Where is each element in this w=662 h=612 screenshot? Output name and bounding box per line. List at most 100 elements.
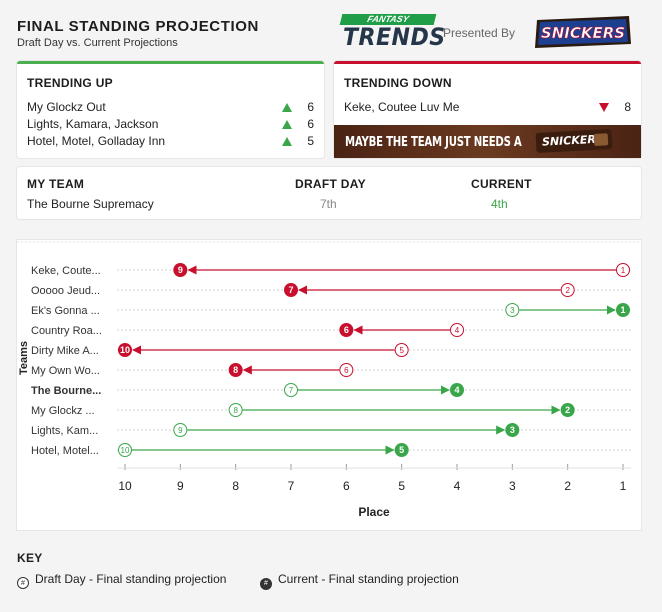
draft-point bbox=[450, 323, 464, 337]
team-label: The Bourne... bbox=[31, 385, 101, 397]
team-label: Hotel, Motel... bbox=[31, 445, 99, 457]
draft-point bbox=[616, 263, 630, 277]
page-subtitle: Draft Day vs. Current Projections bbox=[17, 37, 178, 49]
arrow-up-icon bbox=[282, 120, 292, 129]
draft-point bbox=[228, 403, 243, 417]
team-name: My Glockz Out bbox=[27, 100, 106, 114]
current-point bbox=[394, 443, 409, 457]
current-point bbox=[505, 423, 520, 437]
team-name: Lights, Kamara, Jackson bbox=[27, 117, 159, 131]
col-header-current: CURRENT bbox=[471, 177, 532, 191]
current-point-label: 8 bbox=[233, 365, 238, 375]
trend-value: 5 bbox=[307, 134, 314, 148]
draft-point bbox=[173, 423, 188, 437]
snickers-ad-banner[interactable]: MAYBE THE TEAM JUST NEEDS A SNICKERS bbox=[334, 125, 641, 158]
trend-value: 6 bbox=[307, 100, 314, 114]
draft-point bbox=[394, 343, 409, 357]
team-label: Ooooo Jeud... bbox=[31, 285, 100, 297]
current-point bbox=[450, 383, 464, 397]
key-current: # Current - Final standing projection bbox=[260, 572, 459, 590]
chocolate-icon bbox=[593, 133, 609, 146]
draft-point-label: 2 bbox=[565, 286, 570, 295]
draft-point bbox=[560, 283, 575, 297]
current-point-label: 5 bbox=[399, 445, 404, 455]
draft-point-label: 3 bbox=[510, 306, 515, 315]
my-team-draft: 7th bbox=[320, 197, 337, 211]
x-tick-label: 8 bbox=[232, 479, 239, 493]
x-tick-label: 6 bbox=[343, 479, 350, 493]
current-point-label: 2 bbox=[565, 405, 570, 415]
my-team-card: MY TEAM DRAFT DAY CURRENT The Bourne Sup… bbox=[17, 167, 641, 219]
current-point bbox=[284, 283, 298, 297]
draft-point bbox=[505, 303, 520, 317]
trend-value: 8 bbox=[624, 100, 631, 114]
list-item: Lights, Kamara, Jackson 6 bbox=[27, 117, 314, 133]
draft-point bbox=[284, 383, 298, 397]
team-label: My Glockz ... bbox=[31, 405, 95, 417]
snickers-logo-text: SNICKERS bbox=[541, 24, 625, 42]
list-item: Keke, Coutee Luv Me 8 bbox=[344, 100, 631, 116]
y-axis-label: Teams bbox=[18, 341, 30, 375]
team-label: Lights, Kam... bbox=[31, 425, 98, 437]
x-tick-label: 4 bbox=[454, 479, 461, 493]
trending-up-card: TRENDING UP My Glockz Out 6 Lights, Kama… bbox=[17, 61, 324, 158]
x-tick-label: 7 bbox=[288, 479, 295, 493]
current-point bbox=[560, 403, 575, 417]
current-point bbox=[228, 363, 243, 377]
trend-value: 6 bbox=[307, 117, 314, 131]
x-tick-label: 3 bbox=[509, 479, 516, 493]
team-label: Dirty Mike A... bbox=[31, 345, 99, 357]
x-tick-label: 2 bbox=[564, 479, 571, 493]
trending-up-title: TRENDING UP bbox=[27, 76, 113, 90]
snickers-bar-icon: SNICKERS bbox=[535, 129, 613, 153]
draft-point-label: 1 bbox=[621, 266, 626, 275]
col-header-team: MY TEAM bbox=[27, 177, 85, 191]
team-label: My Own Wo... bbox=[31, 365, 100, 377]
current-marker-icon: # bbox=[260, 578, 272, 590]
draft-point-label: 6 bbox=[344, 366, 349, 375]
presented-by-text: Presented By bbox=[443, 26, 516, 40]
draft-point-label: 4 bbox=[455, 326, 460, 335]
draft-point bbox=[339, 363, 354, 377]
draft-point-label: 10 bbox=[121, 446, 130, 455]
current-point-label: 6 bbox=[344, 325, 349, 335]
banner-text: MAYBE THE TEAM JUST NEEDS A bbox=[345, 135, 522, 150]
trending-down-title: TRENDING DOWN bbox=[344, 76, 452, 90]
x-axis-label: Place bbox=[358, 505, 390, 519]
draft-point-label: 5 bbox=[399, 346, 404, 355]
draft-point bbox=[118, 443, 132, 457]
key-draft-label: Draft Day - Final standing projection bbox=[35, 572, 227, 586]
current-point bbox=[173, 263, 188, 277]
current-point-label: 7 bbox=[288, 285, 293, 295]
team-name: Keke, Coutee Luv Me bbox=[344, 100, 460, 114]
arrow-down-icon bbox=[599, 103, 609, 112]
draft-point-label: 8 bbox=[233, 406, 238, 415]
list-item: My Glockz Out 6 bbox=[27, 100, 314, 116]
current-point-label: 1 bbox=[620, 305, 625, 315]
current-point bbox=[118, 343, 132, 357]
current-point-label: 3 bbox=[510, 425, 515, 435]
arrow-up-icon bbox=[282, 103, 292, 112]
my-team-name: The Bourne Supremacy bbox=[27, 197, 154, 211]
current-point-label: 4 bbox=[454, 385, 459, 395]
logo-trends-text: TRENDS bbox=[343, 23, 446, 51]
team-label: Ek's Gonna ... bbox=[31, 305, 100, 317]
standings-chart: 10 9 8 7 6 5 4 3 2 1 Place Teams Keke, Coute... 1 9 Ooo… bbox=[17, 241, 641, 519]
x-tick-label: 9 bbox=[177, 479, 184, 493]
draft-point-label: 9 bbox=[178, 426, 183, 435]
team-label: Keke, Coute... bbox=[31, 265, 101, 277]
current-point bbox=[339, 323, 354, 337]
snickers-logo: SNICKERS bbox=[535, 16, 631, 48]
team-label: Country Roa... bbox=[31, 325, 102, 337]
col-header-draft: DRAFT DAY bbox=[295, 177, 366, 191]
fantasy-trends-logo: FANTASY TRENDS bbox=[339, 14, 445, 51]
list-item: Hotel, Motel, Golladay Inn 5 bbox=[27, 134, 314, 150]
current-point-label: 10 bbox=[120, 345, 130, 355]
draft-point-label: 7 bbox=[289, 386, 294, 395]
draft-marker-icon: # bbox=[17, 577, 29, 589]
x-tick-label: 5 bbox=[398, 479, 405, 493]
my-team-current: 4th bbox=[491, 197, 508, 211]
page-title: FINAL STANDING PROJECTION bbox=[17, 18, 259, 35]
arrow-up-icon bbox=[282, 137, 292, 146]
key-draft: # Draft Day - Final standing projection bbox=[17, 572, 226, 589]
